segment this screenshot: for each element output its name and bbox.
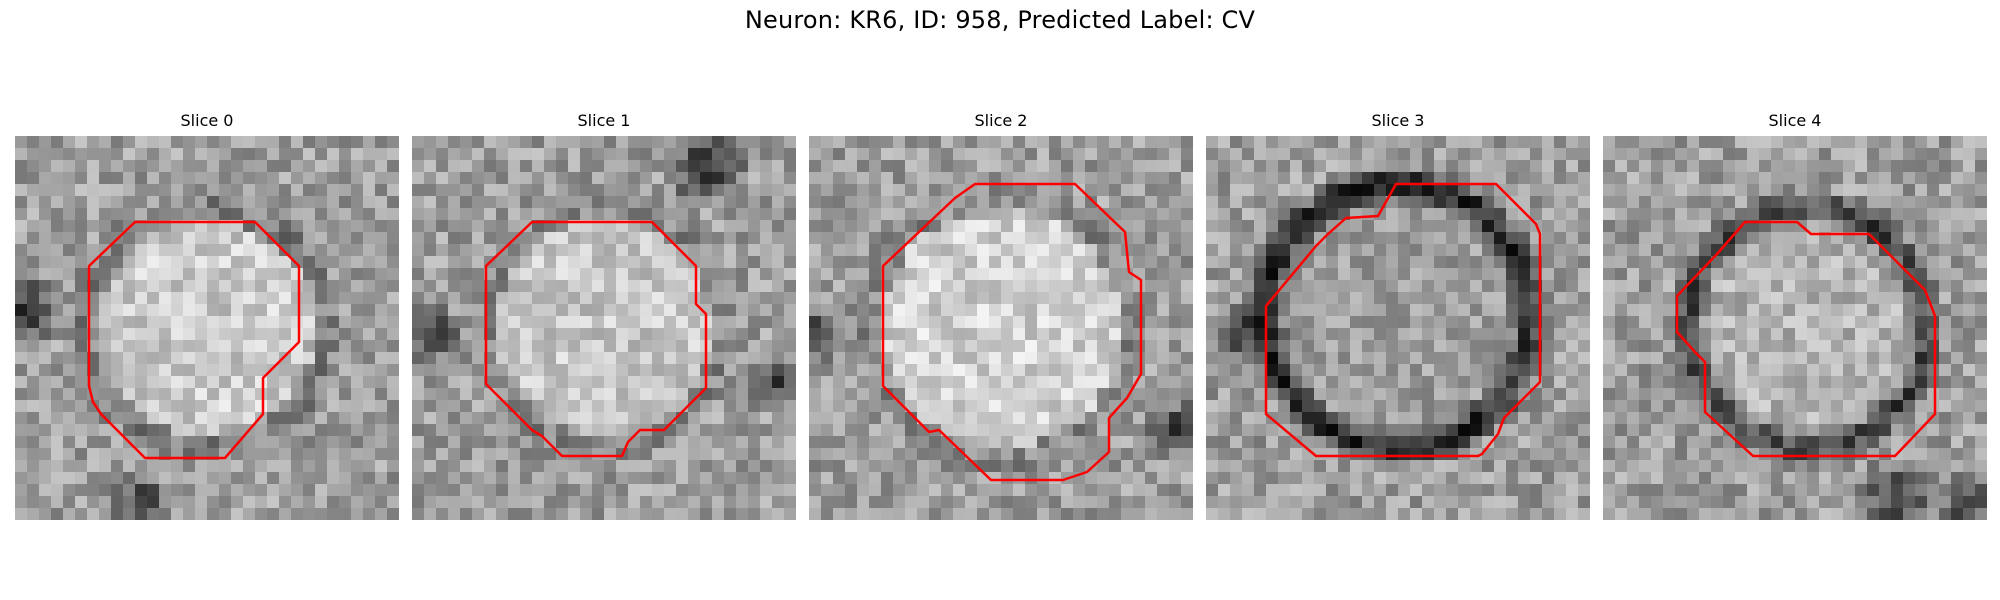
segmentation-contour (87, 220, 301, 460)
figure-title: Neuron: KR6, ID: 958, Predicted Label: C… (744, 6, 1256, 34)
slice-panel-0: Slice 0 (15, 106, 399, 520)
slice-panel-1: Slice 1 (412, 106, 796, 520)
slice-image (809, 136, 1193, 520)
slice-image (1603, 136, 1987, 520)
slice-panel-2: Slice 2 (809, 106, 1193, 520)
pixel-grid (809, 136, 1193, 520)
slice-title: Slice 1 (577, 111, 631, 130)
segmentation-contour (1675, 220, 1937, 458)
slice-image (15, 136, 399, 520)
pixel-grid (1206, 136, 1590, 520)
slice-image (412, 136, 796, 520)
pixel-grid (412, 136, 796, 520)
slice-panel-3: Slice 3 (1206, 106, 1590, 520)
segmentation-contour (1264, 182, 1542, 458)
slice-title: Slice 3 (1371, 111, 1425, 130)
slice-title: Slice 4 (1768, 111, 1822, 130)
slice-title: Slice 2 (974, 111, 1028, 130)
pixel-grid (15, 136, 399, 520)
slice-panel-4: Slice 4 (1603, 106, 1987, 520)
slice-title: Slice 0 (180, 111, 234, 130)
slice-image (1206, 136, 1590, 520)
segmentation-contour (881, 182, 1143, 482)
segmentation-contour (484, 220, 708, 458)
pixel-grid (1603, 136, 1987, 520)
